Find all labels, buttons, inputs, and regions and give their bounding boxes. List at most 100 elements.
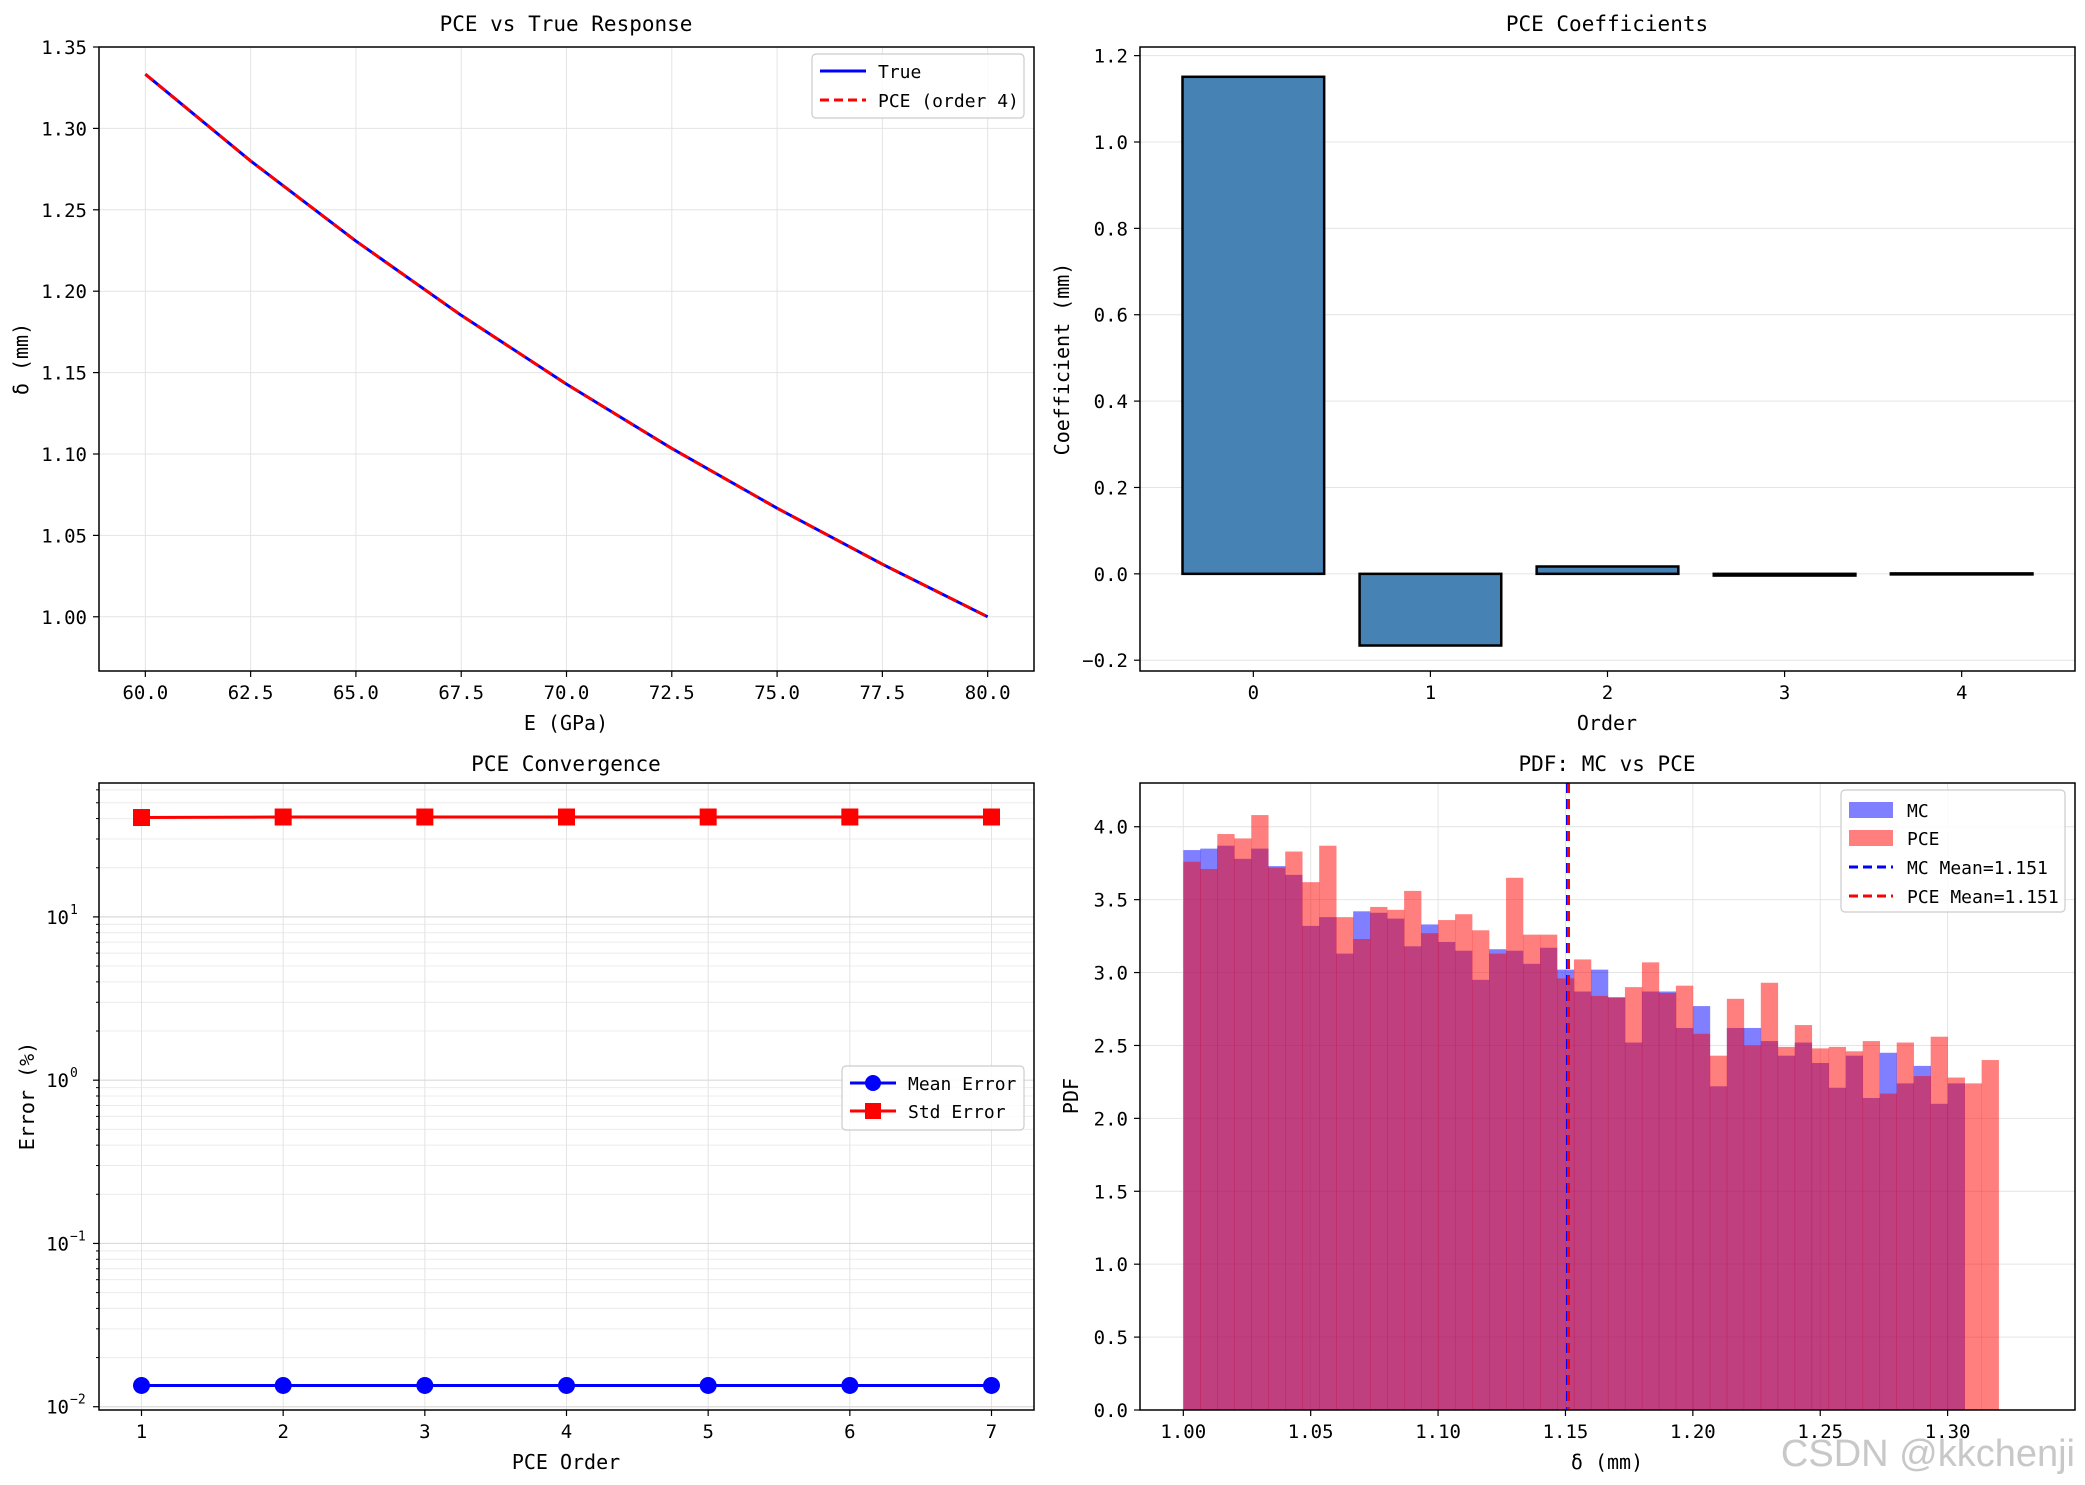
grid-1: [99, 46, 1034, 671]
y-tick-label: 0.2: [1094, 477, 1128, 499]
y-tick-label: 0.6: [1094, 305, 1128, 327]
x-tick-label: 1.05: [1288, 1421, 1334, 1443]
pce-bin: [1811, 1048, 1830, 1410]
chart-title-2: PCE Coefficients: [1506, 12, 1708, 36]
y-tick-mantissa: 10: [46, 1233, 69, 1255]
pce-bin: [1692, 1033, 1711, 1410]
mean-error-point: [841, 1376, 859, 1394]
y-tick-label: 0.8: [1094, 218, 1128, 240]
pce-bin: [1556, 978, 1575, 1410]
histogram-group-4: [1183, 783, 1999, 1410]
y-tick-label: 2.0: [1094, 1108, 1128, 1130]
chart-title-3: PCE Convergence: [471, 752, 661, 776]
pce-bin: [1183, 861, 1201, 1410]
x-tick-label: 75.0: [754, 682, 800, 704]
ticks-2: −0.2 0.0 0.2 0.4 0.6 0.8 1.0 1.2 0 1 2 3 4: [1082, 46, 1967, 704]
legend-label-mc: MC: [1907, 801, 1929, 822]
pce-bin: [1624, 987, 1643, 1410]
legend-label-mean-error: Mean Error: [908, 1074, 1017, 1095]
pce-bin: [1658, 992, 1677, 1410]
legend-label-pce-hist: PCE: [1907, 829, 1940, 850]
pce-bin: [1489, 953, 1507, 1410]
y-tick-label: −0.2: [1082, 650, 1128, 672]
x-tick-label: 5: [702, 1421, 713, 1443]
legend-marker-mean-error: [865, 1075, 881, 1091]
pce-bin: [1472, 930, 1490, 1410]
legend-4: MC PCE MC Mean=1.151 PCE Mean=1.151: [1840, 789, 2066, 913]
mean-error-point: [983, 1376, 1000, 1394]
y-tick-label: 10 −1: [46, 1229, 86, 1255]
panel-pdf-mc-vs-pce: 1.00 1.05 1.10 1.15 1.20 1.25 1.30 0.0 0.5 1.0 1.5…: [1059, 752, 2076, 1474]
y-tick-label: 1.0: [1094, 132, 1128, 154]
x-tick-label: 62.5: [228, 682, 274, 704]
y-tick-label: 1.05: [41, 525, 87, 547]
pce-bin: [1523, 934, 1541, 1410]
pce-bin: [1607, 997, 1626, 1410]
y-tick-label: 1.20: [41, 281, 87, 303]
pce-bin: [1828, 1046, 1847, 1410]
pce-bin: [1964, 1083, 1982, 1410]
ticks-1: 60.0 62.5 65.0 67.5 70.0 72.5 75.0 77.5 80.0 1.00…: [41, 37, 1010, 704]
x-axis-label-4: δ (mm): [1571, 1450, 1643, 1474]
x-tick-label: 7: [986, 1421, 997, 1443]
pce-bin: [1540, 934, 1558, 1410]
series-line-pce: [144, 73, 989, 619]
pce-bin: [1404, 890, 1422, 1410]
x-tick-label: 80.0: [965, 682, 1011, 704]
panel-pce-coefficients: −0.2 0.0 0.2 0.4 0.6 0.8 1.0 1.2 0 1 2 3 4 PCE Coeff…: [1050, 12, 2076, 735]
histogram-pce: [1183, 815, 1999, 1410]
y-axis-label-1: δ (mm): [9, 323, 33, 395]
legend-marker-std-error: [865, 1103, 881, 1119]
x-tick-label: 1.25: [1797, 1421, 1843, 1443]
pce-bin: [1794, 1025, 1813, 1410]
pce-bin: [1268, 867, 1286, 1410]
pce-bin: [1641, 962, 1660, 1410]
x-tick-label: 60.0: [122, 682, 168, 704]
y-tick-label: 3.0: [1094, 963, 1128, 985]
bar-order-0: [1181, 75, 1326, 576]
bar-order-1: [1358, 572, 1503, 647]
x-tick-label: 1.30: [1925, 1421, 1971, 1443]
watermark: CSDN @kkchenji: [1781, 1433, 2075, 1475]
legend-swatch-pce-hist: [1849, 830, 1893, 846]
mean-error-point: [133, 1376, 150, 1394]
axes-frame-4: [1139, 782, 2076, 1411]
pce-bin: [1896, 1042, 1914, 1410]
y-tick-label: 0.0: [1094, 564, 1128, 586]
y-tick-label: 3.5: [1094, 890, 1128, 912]
pce-bin: [1353, 939, 1371, 1410]
x-tick-label: 65.0: [333, 682, 379, 704]
y-tick-label: 1.00: [41, 607, 87, 629]
pce-bin: [1438, 920, 1456, 1410]
pce-bin: [1200, 869, 1218, 1410]
x-tick-label: 0: [1248, 682, 1259, 704]
pce-bin: [1862, 1041, 1881, 1410]
pce-bin: [1455, 914, 1473, 1410]
y-axis-label-4: PDF: [1059, 1078, 1083, 1114]
mean-error-point: [699, 1376, 717, 1394]
pce-bin: [1336, 917, 1354, 1410]
x-axis-label-2: Order: [1577, 711, 1637, 735]
y-tick-label: 1.0: [1094, 1254, 1128, 1276]
y-tick-label: 1.25: [41, 200, 87, 222]
pce-bin: [1675, 985, 1694, 1410]
x-tick-label: 1: [136, 1421, 147, 1443]
std-error-point: [983, 808, 1000, 826]
x-tick-label: 2: [1602, 682, 1613, 704]
mean-error-point: [274, 1376, 292, 1394]
pce-bin: [1981, 1060, 1999, 1410]
panel-pce-vs-true: 60.0 62.5 65.0 67.5 70.0 72.5 75.0 77.5 80.0 1.00…: [9, 12, 1035, 735]
x-tick-label: 1.10: [1415, 1421, 1461, 1443]
y-tick-label: 2.5: [1094, 1035, 1128, 1057]
y-tick-label: 4.0: [1094, 817, 1128, 839]
legend-label-true: True: [878, 62, 921, 83]
std-error-point: [841, 808, 859, 826]
mean-error-point: [558, 1376, 575, 1394]
y-tick-mantissa: 10: [46, 1070, 69, 1092]
x-axis-label-3: PCE Order: [512, 1450, 620, 1474]
legend-label-pce: PCE (order 4): [878, 91, 1019, 112]
std-error-point: [274, 808, 292, 826]
pce-bin: [1743, 1045, 1762, 1410]
x-axis-label-1: E (GPa): [524, 711, 608, 735]
